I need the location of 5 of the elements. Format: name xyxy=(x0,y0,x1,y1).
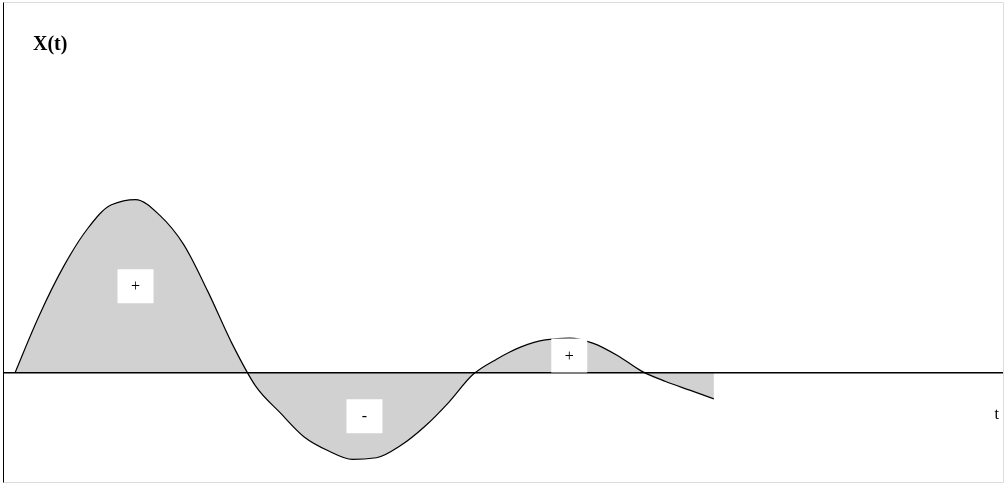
text: X(t) xyxy=(33,32,68,55)
annotation: + xyxy=(564,346,574,364)
annotation: + xyxy=(131,277,141,295)
x-axis-title: t xyxy=(994,405,1000,422)
annotation: - xyxy=(361,407,368,425)
